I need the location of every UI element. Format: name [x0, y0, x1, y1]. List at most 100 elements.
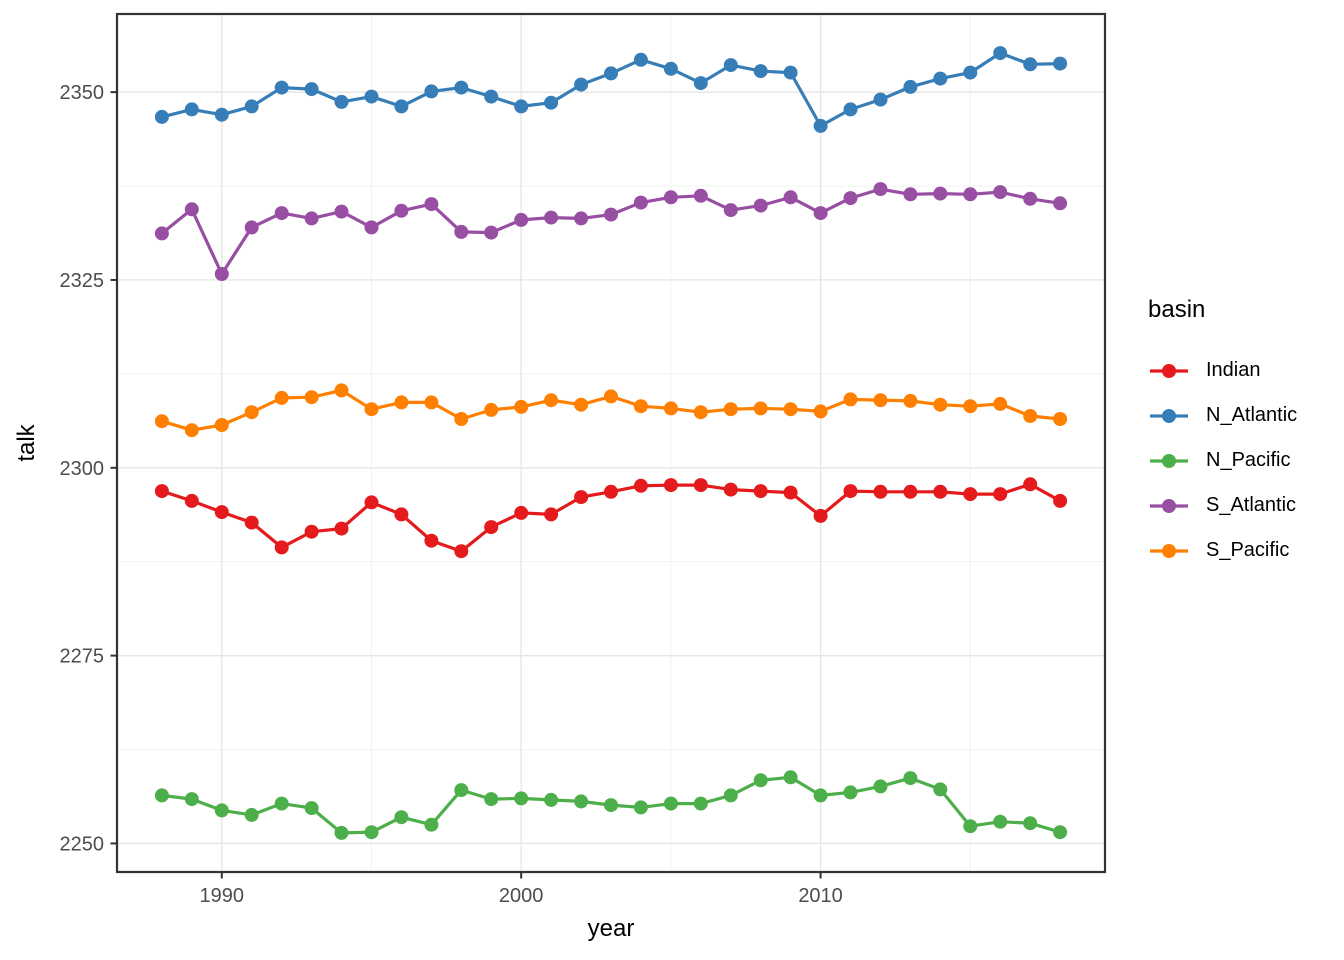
data-point-N_Atlantic — [873, 92, 888, 107]
data-point-S_Atlantic — [663, 190, 678, 205]
data-point-Indian — [693, 478, 708, 493]
data-point-Indian — [783, 485, 798, 500]
data-point-Indian — [843, 484, 858, 499]
legend-key-icon-N_Atlantic — [1150, 408, 1188, 423]
panel-background — [117, 14, 1105, 872]
data-point-S_Atlantic — [304, 211, 319, 226]
data-point-Indian — [214, 505, 229, 520]
x-tick-label: 2010 — [798, 885, 843, 907]
legend-item-N_Pacific: N_Pacific — [1148, 438, 1297, 483]
data-point-Indian — [1053, 493, 1068, 508]
data-point-N_Pacific — [334, 825, 349, 840]
data-point-Indian — [663, 478, 678, 493]
data-point-S_Pacific — [873, 393, 888, 408]
data-point-S_Pacific — [933, 397, 948, 412]
data-point-N_Atlantic — [424, 84, 439, 99]
data-point-S_Atlantic — [813, 206, 828, 221]
data-point-S_Atlantic — [873, 182, 888, 197]
data-point-N_Atlantic — [334, 94, 349, 109]
data-point-S_Atlantic — [903, 187, 918, 202]
data-point-S_Pacific — [843, 392, 858, 407]
data-point-S_Pacific — [424, 395, 439, 410]
data-point-N_Pacific — [424, 817, 439, 832]
x-tick-label: 1990 — [200, 885, 245, 907]
legend: basin Indian N_Atlantic N_Pacific S_Atlanti… — [1148, 296, 1297, 573]
data-point-Indian — [963, 487, 978, 502]
data-point-N_Pacific — [364, 825, 379, 840]
data-point-Indian — [274, 540, 289, 555]
legend-item-label: S_Atlantic — [1206, 494, 1297, 516]
legend-item-label: S_Pacific — [1206, 539, 1290, 561]
data-point-N_Atlantic — [274, 80, 289, 95]
legend-key-icon-Indian — [1150, 363, 1188, 378]
data-point-S_Atlantic — [843, 191, 858, 206]
data-point-Indian — [574, 490, 589, 505]
data-point-N_Pacific — [663, 796, 678, 811]
data-point-N_Atlantic — [544, 95, 559, 110]
data-point-S_Pacific — [1023, 409, 1038, 423]
data-point-N_Atlantic — [693, 76, 708, 91]
data-point-Indian — [903, 484, 918, 499]
data-point-Indian — [753, 484, 768, 499]
data-point-S_Atlantic — [544, 210, 559, 225]
legend-item-S_Pacific: S_Pacific — [1148, 528, 1297, 573]
data-point-N_Pacific — [753, 773, 768, 788]
data-point-N_Atlantic — [484, 89, 499, 104]
data-point-N_Pacific — [544, 792, 559, 807]
data-point-N_Pacific — [244, 807, 259, 822]
data-point-S_Atlantic — [454, 224, 469, 239]
data-point-N_Pacific — [813, 788, 828, 803]
data-point-S_Pacific — [364, 402, 379, 417]
series-N_Pacific — [154, 770, 1068, 840]
data-point-S_Pacific — [783, 402, 798, 417]
data-point-S_Pacific — [304, 390, 319, 405]
data-point-S_Pacific — [723, 402, 738, 417]
data-point-N_Pacific — [723, 788, 738, 803]
y-tick-label: 2325 — [60, 270, 105, 292]
data-point-S_Atlantic — [244, 220, 259, 235]
data-point-N_Atlantic — [574, 77, 589, 92]
data-point-S_Pacific — [214, 418, 229, 432]
data-point-S_Pacific — [334, 383, 349, 398]
data-point-N_Pacific — [394, 810, 409, 825]
data-point-N_Pacific — [1053, 825, 1068, 840]
data-point-N_Pacific — [963, 819, 978, 834]
data-point-N_Atlantic — [663, 61, 678, 76]
data-point-N_Pacific — [574, 794, 589, 809]
data-point-N_Pacific — [514, 791, 529, 806]
legend-item-label: Indian — [1206, 359, 1261, 381]
data-point-N_Atlantic — [633, 52, 648, 67]
data-point-N_Atlantic — [304, 82, 319, 97]
data-point-N_Pacific — [633, 800, 648, 815]
data-point-S_Atlantic — [723, 203, 738, 218]
data-point-N_Atlantic — [963, 65, 978, 80]
data-point-N_Atlantic — [1053, 56, 1068, 71]
data-point-N_Atlantic — [783, 65, 798, 80]
legend-item-N_Atlantic: N_Atlantic — [1148, 393, 1297, 438]
data-point-Indian — [364, 495, 379, 510]
data-point-N_Atlantic — [184, 102, 199, 117]
data-point-S_Pacific — [574, 397, 589, 412]
panel-border — [115, 12, 1107, 874]
data-point-N_Pacific — [873, 779, 888, 794]
series-S_Pacific — [154, 383, 1068, 438]
data-point-S_Pacific — [274, 390, 289, 405]
data-point-S_Pacific — [514, 399, 529, 414]
legend-item-label: N_Atlantic — [1206, 404, 1298, 426]
data-point-Indian — [544, 507, 559, 522]
data-point-Indian — [723, 482, 738, 497]
data-point-S_Pacific — [633, 399, 648, 414]
legend-items: Indian N_Atlantic N_Pacific S_Atlantic S_Pac… — [1148, 348, 1297, 573]
data-point-N_Pacific — [214, 803, 229, 818]
data-point-Indian — [304, 524, 319, 539]
x-tick-label: 2000 — [499, 885, 544, 907]
data-point-S_Pacific — [813, 404, 828, 419]
series-Indian — [154, 477, 1068, 559]
y-tick-label: 2275 — [60, 646, 105, 668]
data-point-Indian — [394, 507, 409, 522]
data-point-S_Atlantic — [364, 220, 379, 235]
data-point-S_Atlantic — [484, 225, 499, 240]
legend-item-label: N_Pacific — [1206, 449, 1291, 471]
data-point-S_Pacific — [394, 395, 409, 410]
